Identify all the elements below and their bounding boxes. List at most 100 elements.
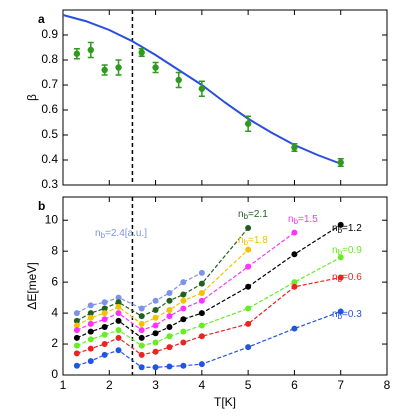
data-point <box>245 283 252 290</box>
data-point <box>180 339 187 346</box>
y-tick-label: 0.9 <box>41 27 58 41</box>
y-tick-label: 10 <box>45 212 59 226</box>
data-point <box>152 330 159 337</box>
series-label: nb=2.1 <box>238 209 268 221</box>
data-point <box>101 316 108 323</box>
data-point <box>73 310 80 317</box>
data-point <box>166 333 173 340</box>
data-point <box>180 279 187 286</box>
data-point <box>166 363 173 370</box>
data-point <box>73 317 80 324</box>
data-point <box>101 305 108 312</box>
data-point <box>152 364 159 371</box>
data-point <box>73 322 80 329</box>
series-line <box>76 276 341 356</box>
data-point <box>245 320 252 327</box>
data-point <box>244 120 252 127</box>
data-point <box>198 322 205 329</box>
data-point <box>337 308 344 315</box>
data-point <box>175 76 182 84</box>
data-point <box>115 294 122 301</box>
y-tick-label: 0.5 <box>41 127 58 141</box>
data-point <box>198 269 205 276</box>
data-point <box>138 334 145 341</box>
y-tick-label: 2 <box>51 336 58 350</box>
data-point <box>166 297 173 304</box>
data-point <box>291 279 298 286</box>
data-point <box>101 299 108 306</box>
data-point <box>337 254 344 261</box>
data-point <box>166 306 173 313</box>
data-point <box>101 331 108 338</box>
data-point <box>152 339 159 346</box>
data-point <box>245 224 252 231</box>
series-line <box>76 227 249 322</box>
data-point <box>87 310 94 317</box>
series-label: nb=1.8 <box>238 235 268 247</box>
x-tick-label: 6 <box>291 378 298 392</box>
data-point <box>73 362 80 369</box>
data-point <box>152 348 159 355</box>
data-point <box>198 333 205 340</box>
data-point <box>87 336 94 343</box>
x-tick-label: 2 <box>106 378 113 392</box>
series-line <box>76 232 295 331</box>
data-point <box>101 324 108 331</box>
data-point <box>245 246 252 253</box>
data-point <box>115 334 122 341</box>
data-point <box>101 341 108 348</box>
x-tick-label: 8 <box>384 378 391 392</box>
data-point <box>291 325 298 332</box>
data-point <box>166 324 173 331</box>
data-point <box>245 263 252 270</box>
data-point <box>180 328 187 335</box>
data-point <box>245 344 252 351</box>
series-label: nb=0.9 <box>332 245 362 257</box>
y-tick-label: 0.3 <box>41 177 58 191</box>
data-point <box>101 66 108 74</box>
data-point <box>152 322 159 329</box>
x-tick-label: 7 <box>337 378 344 392</box>
data-point <box>180 305 187 312</box>
data-point <box>138 313 145 320</box>
data-point <box>245 305 252 312</box>
panel-label: b <box>38 199 45 213</box>
x-tick-label: 3 <box>152 378 159 392</box>
data-point <box>115 347 122 354</box>
data-point <box>101 351 108 358</box>
y-tick-label: 0 <box>51 367 58 381</box>
data-point <box>337 274 344 281</box>
y-tick-label: 4 <box>51 305 58 319</box>
data-point <box>198 289 205 296</box>
series-label: nb=0.3 <box>332 309 362 321</box>
y-tick-label: 0.6 <box>41 102 58 116</box>
data-point <box>115 327 122 334</box>
data-point <box>73 342 80 349</box>
series-line <box>76 272 203 314</box>
y-tick-label: 0.7 <box>41 77 58 91</box>
data-point <box>138 342 145 349</box>
series-label: nb=2.4[a.u.] <box>95 228 147 240</box>
data-point <box>291 283 298 290</box>
data-point <box>115 303 122 310</box>
data-point <box>87 345 94 352</box>
series-label: nb=0.6 <box>332 272 362 284</box>
data-point <box>87 302 94 309</box>
data-point <box>180 362 187 369</box>
data-point <box>115 310 122 317</box>
data-point <box>337 159 344 166</box>
data-point <box>87 46 94 54</box>
data-point <box>198 297 205 304</box>
data-point <box>152 297 159 304</box>
data-point <box>73 327 80 334</box>
data-point <box>180 316 187 323</box>
data-point <box>180 291 187 298</box>
data-point <box>87 314 94 321</box>
x-axis-label: T[K] <box>214 395 236 409</box>
data-point <box>138 320 145 327</box>
data-point <box>87 328 94 335</box>
data-point <box>115 64 122 71</box>
data-point <box>166 289 173 296</box>
series-label: nb=1.2 <box>332 223 362 235</box>
data-point <box>152 314 159 321</box>
